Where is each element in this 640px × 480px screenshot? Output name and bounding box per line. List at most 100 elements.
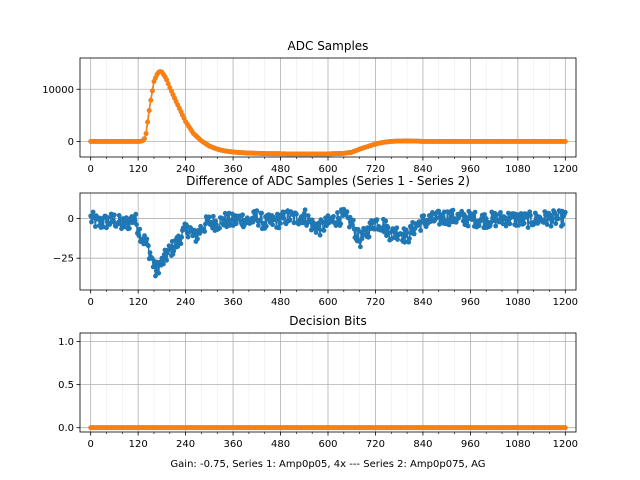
data-point	[168, 244, 174, 249]
series-group	[88, 206, 568, 279]
y-tick-label: 0.5	[58, 380, 74, 391]
data-point	[503, 223, 509, 229]
data-point	[278, 221, 283, 226]
data-point	[133, 211, 139, 217]
x-tick-label: 720	[366, 297, 385, 308]
data-point	[112, 212, 117, 218]
data-point	[99, 218, 105, 224]
x-tick-label: 600	[318, 164, 337, 175]
series-difference-markers	[88, 206, 568, 279]
data-point	[161, 261, 166, 267]
data-point	[550, 216, 556, 221]
data-point	[471, 215, 476, 221]
data-point	[483, 216, 489, 221]
data-point	[547, 212, 553, 218]
data-point	[111, 218, 116, 224]
data-point	[195, 236, 200, 242]
data-point	[562, 139, 568, 144]
data-point	[305, 213, 311, 219]
x-tick-label: 720	[366, 164, 385, 175]
data-point	[105, 215, 111, 221]
data-point	[146, 243, 151, 249]
data-point	[404, 230, 410, 236]
data-point	[335, 210, 340, 215]
data-point	[270, 222, 275, 228]
data-point	[344, 209, 350, 215]
series-group	[88, 425, 568, 431]
data-point	[137, 226, 143, 232]
x-tick-label: 600	[318, 439, 337, 450]
data-point	[175, 244, 181, 249]
x-tick-label: 480	[271, 439, 290, 450]
data-point	[171, 248, 177, 254]
data-point	[250, 219, 256, 225]
x-tick-label: 1200	[553, 164, 578, 175]
data-point	[273, 217, 279, 223]
data-point	[394, 225, 400, 231]
chart-title: Decision Bits	[289, 314, 366, 328]
data-point	[446, 222, 452, 228]
data-point	[116, 213, 122, 218]
x-tick-label: 1080	[505, 439, 530, 450]
x-tick-label: 480	[271, 297, 290, 308]
figure-footer: Gain: -0.75, Series 1: Amp0p05, 4x --- S…	[170, 459, 485, 470]
data-point	[331, 214, 336, 219]
data-point	[178, 241, 184, 247]
data-point	[134, 222, 140, 228]
x-tick-label: 0	[87, 164, 93, 175]
data-point	[150, 88, 155, 94]
data-point	[179, 234, 185, 240]
data-point	[254, 208, 260, 214]
data-point	[407, 236, 412, 241]
data-point	[202, 229, 208, 234]
axes-frame	[79, 57, 577, 158]
data-point	[562, 209, 568, 215]
data-point	[287, 217, 293, 223]
data-point	[560, 222, 566, 227]
x-tick-label: 840	[413, 164, 432, 175]
x-tick-label: 600	[318, 297, 337, 308]
x-tick-label: 240	[176, 439, 195, 450]
data-point	[309, 227, 314, 233]
data-point	[93, 224, 98, 229]
data-point	[366, 234, 372, 240]
data-point	[210, 213, 216, 219]
x-tick-label: 1080	[505, 164, 530, 175]
data-point	[350, 217, 356, 223]
series-group	[88, 69, 568, 157]
x-tick-label: 360	[224, 439, 243, 450]
data-point	[498, 210, 503, 215]
x-tick-label: 120	[129, 297, 148, 308]
data-point	[145, 119, 151, 125]
data-point	[151, 263, 157, 269]
series-series-2-markers	[88, 69, 568, 157]
data-point	[132, 218, 138, 223]
data-point	[528, 213, 533, 218]
data-point	[147, 250, 153, 256]
data-point	[156, 270, 162, 276]
x-tick-label: 480	[271, 164, 290, 175]
chart-1: 0 120 240 360 480 600 720 840 960 1080 1200 −25 0 Dif…	[53, 174, 578, 308]
data-point	[143, 131, 149, 137]
data-point	[383, 218, 389, 224]
data-point	[142, 136, 147, 142]
data-point	[406, 239, 412, 245]
data-point	[276, 225, 282, 231]
data-point	[502, 215, 508, 221]
data-point	[164, 257, 170, 263]
data-point	[89, 219, 94, 225]
data-point	[507, 221, 513, 227]
x-tick-label: 240	[176, 297, 195, 308]
chart-title: Difference of ADC Samples (Series 1 - Se…	[186, 174, 470, 188]
data-point	[90, 209, 96, 215]
data-point	[358, 244, 363, 250]
x-tick-label: 1080	[505, 297, 530, 308]
data-point	[472, 209, 478, 215]
data-point	[411, 231, 417, 237]
data-point	[316, 226, 322, 232]
data-point	[301, 216, 306, 221]
data-point	[527, 209, 533, 215]
data-point	[476, 223, 482, 229]
data-point	[104, 225, 109, 231]
